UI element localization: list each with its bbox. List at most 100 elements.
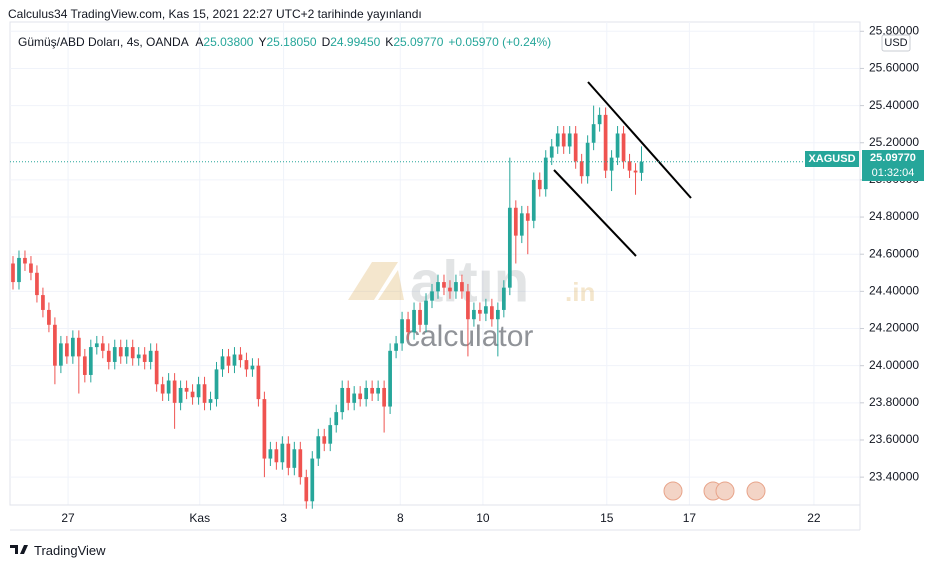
candle-body — [262, 399, 267, 459]
candle-body — [543, 157, 548, 190]
x-tick-label: 17 — [683, 511, 697, 525]
x-tick-label: 27 — [61, 511, 75, 525]
candle-body — [160, 384, 165, 394]
legend-key: A — [195, 35, 204, 49]
watermark-sub: calculator — [405, 320, 533, 353]
x-tick-label: 10 — [476, 511, 490, 525]
candle-body — [94, 343, 99, 348]
candle-body — [466, 291, 470, 320]
y-tick-label: 23.40000 — [869, 469, 919, 483]
candle-body — [202, 384, 207, 403]
legend: Gümüş/ABD Doları, 4s, OANDA A25.03800 Y25… — [18, 35, 556, 49]
candle-body — [358, 393, 363, 400]
candle-body — [130, 347, 135, 359]
candle-body — [400, 319, 404, 344]
candle-body — [148, 350, 153, 362]
candle-body — [478, 309, 482, 314]
candle-body — [376, 387, 380, 394]
tv-logo — [10, 545, 28, 554]
legend-value: 25.18050 — [266, 35, 317, 49]
candle-body — [615, 133, 620, 158]
candle-body — [328, 425, 333, 444]
candle-body — [382, 387, 386, 407]
y-tick-label: 24.60000 — [869, 246, 919, 260]
candle-body — [406, 319, 410, 333]
candle-body — [531, 179, 536, 221]
legend-key: Y — [258, 35, 267, 49]
symbol-tag — [805, 151, 859, 167]
trend-line-lower — [553, 169, 637, 257]
candle-body — [70, 337, 75, 357]
candle-body — [268, 449, 273, 459]
price-tag-countdown: 01:32:04 — [872, 167, 915, 179]
candle-body — [214, 369, 219, 400]
candle-body — [567, 133, 572, 147]
price-tag-value: 25.09770 — [870, 152, 916, 164]
candle-body — [53, 324, 57, 366]
candle-body — [65, 343, 69, 357]
candle-body — [256, 365, 261, 400]
candle-body — [633, 170, 638, 173]
candle-body — [573, 133, 578, 162]
candle-body — [124, 347, 129, 357]
candle-body — [484, 306, 488, 314]
candle-body — [35, 272, 39, 296]
legend-value: 25.03800 — [203, 35, 254, 49]
candle-body — [238, 354, 243, 361]
y-tick-label: 25.20000 — [869, 135, 919, 149]
candle-body — [639, 161, 644, 173]
candle-body — [220, 356, 225, 370]
candle-body — [460, 282, 464, 292]
footer-brand: TradingView — [34, 543, 106, 558]
candles — [11, 105, 644, 509]
candle-body — [472, 309, 476, 320]
candle-body — [501, 287, 506, 310]
candle-body — [59, 343, 63, 366]
candle-body — [88, 347, 93, 375]
candle-body — [579, 161, 584, 177]
candle-body — [166, 380, 171, 394]
y-tick-label: 25.80000 — [869, 23, 919, 37]
y-tick-label: 24.00000 — [869, 358, 919, 372]
x-tick-label: 3 — [280, 511, 287, 525]
candle-body — [304, 477, 309, 502]
candle-body — [346, 387, 351, 403]
candle-body — [280, 443, 285, 463]
candle-body — [298, 449, 303, 478]
candle-body — [454, 282, 458, 292]
y-tick-label: 24.20000 — [869, 321, 919, 335]
event-icon[interactable] — [663, 481, 683, 501]
event-icon[interactable] — [715, 481, 735, 501]
candle-body — [507, 207, 512, 288]
candle-body — [340, 387, 345, 413]
plot-area — [9, 21, 861, 506]
candle-body — [23, 257, 27, 264]
x-tick-label: 15 — [600, 511, 614, 525]
candle-body — [112, 347, 117, 362]
candle-body — [178, 387, 183, 403]
candle-body — [11, 263, 15, 283]
watermark-domain: .in — [565, 277, 595, 307]
event-icon[interactable] — [746, 481, 766, 501]
header: Calculus34 TradingView.com, Kas 15, 2021… — [8, 7, 422, 21]
candle-body — [274, 449, 279, 463]
candle-body — [208, 399, 213, 403]
candle-body — [555, 133, 560, 147]
candle-body — [322, 436, 327, 444]
candle-body — [100, 343, 105, 351]
candle-body — [430, 291, 434, 301]
x-tick-label: 22 — [807, 511, 821, 525]
candle-body — [418, 309, 422, 325]
candle-body — [627, 161, 632, 171]
candle-body — [591, 124, 596, 143]
currency-box[interactable] — [881, 34, 911, 52]
y-tick-label: 24.80000 — [869, 209, 919, 223]
candle-body — [609, 157, 614, 171]
watermark-logo — [348, 262, 404, 300]
legend-symbol: Gümüş/ABD Doları, 4s, OANDA — [18, 35, 189, 49]
candle-body — [388, 350, 392, 407]
candle-body — [196, 384, 201, 398]
candle-body — [549, 146, 554, 158]
candle-body — [190, 391, 195, 398]
